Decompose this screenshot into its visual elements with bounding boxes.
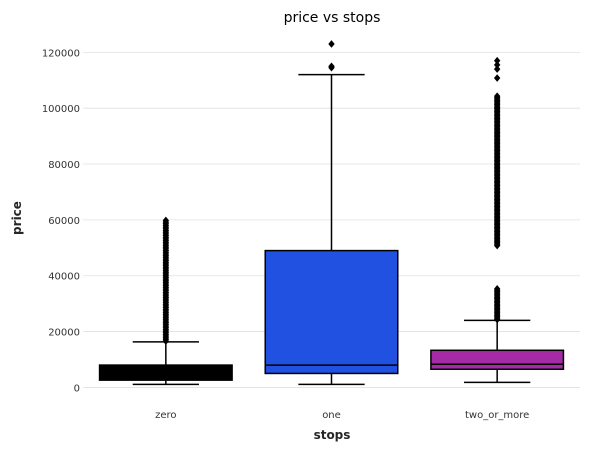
outlier-point [493,92,501,101]
y-tick-label: 0 [74,383,80,394]
y-axis-label: price [10,201,24,235]
outlier-point [493,65,501,73]
y-tick-label: 20000 [48,328,80,339]
y-axis-ticks: 0 20000 40000 60000 80000 100000 120000 [42,48,80,394]
y-tick-label: 80000 [48,160,80,171]
x-tick-label-two_or_more: two_or_more [465,410,529,421]
box-two_or_more [430,349,565,371]
x-tick-label-zero: zero [155,410,176,421]
outlier-point [493,74,501,82]
outlier-point [162,216,170,225]
x-axis-ticks: zero one two_or_more [155,410,529,421]
box-one [264,249,399,375]
outlier-point [493,56,501,65]
outlier-point [493,61,501,69]
chart-title: price vs stops [284,10,381,26]
outlier-point [493,285,501,293]
y-tick-label: 60000 [48,216,80,227]
outlier-point [328,62,335,71]
box-group-one [264,40,399,386]
y-tick-label: 100000 [42,104,80,115]
box-group-zero [98,216,233,386]
boxes [98,40,565,386]
y-tick-label: 40000 [48,272,80,283]
box-group-two_or_more [430,56,565,384]
y-tick-label: 120000 [42,48,80,59]
x-tick-label-one: one [322,410,341,421]
outlier-point [328,40,335,48]
box-zero [98,364,233,381]
x-axis-label: stops [314,428,351,442]
